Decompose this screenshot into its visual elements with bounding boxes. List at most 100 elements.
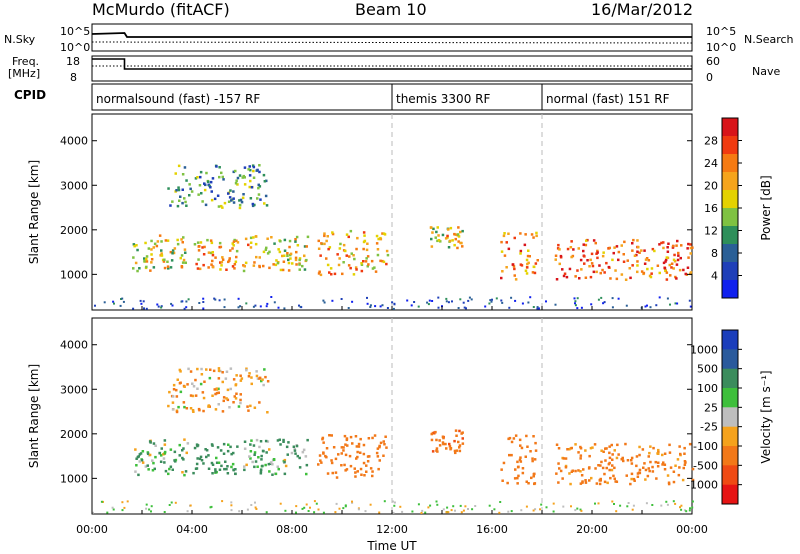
noise-cell — [145, 507, 148, 510]
scatter-cell — [611, 258, 614, 262]
scatter-cell — [160, 249, 163, 252]
scatter-cell — [675, 244, 678, 247]
scatter-cell — [171, 408, 175, 411]
scatter-cell — [592, 270, 596, 274]
scatter-cell — [305, 245, 308, 248]
scatter-cell — [322, 441, 325, 444]
scatter-cell — [385, 446, 388, 449]
scatter-cell — [568, 472, 571, 475]
scatter-cell — [612, 251, 615, 255]
scatter-cell — [257, 193, 261, 196]
scatter-cell — [362, 231, 366, 234]
scatter-cell — [225, 467, 228, 471]
scatter-cell — [248, 165, 251, 168]
scatter-cell — [304, 455, 308, 458]
scatter-cell — [172, 388, 176, 391]
scatter-cell — [228, 196, 232, 199]
scatter-cell — [239, 393, 242, 396]
scatter-cell — [663, 452, 667, 455]
scatter-cell — [686, 266, 690, 269]
scatter-cell — [171, 249, 175, 252]
scatter-cell — [283, 460, 286, 464]
scatter-cell — [294, 240, 297, 243]
noise-cell — [554, 303, 557, 306]
noise-cell — [520, 509, 523, 512]
scatter-cell — [557, 447, 561, 450]
scatter-cell — [264, 248, 268, 251]
scatter-cell — [663, 468, 667, 471]
scatter-cell — [233, 263, 237, 266]
scatter-cell — [437, 239, 441, 242]
scatter-cell — [321, 437, 324, 441]
noise-cell — [435, 500, 438, 503]
scatter-cell — [163, 439, 167, 442]
scatter-cell — [568, 448, 571, 451]
scatter-cell — [598, 478, 602, 482]
noise-cell — [266, 302, 269, 305]
scatter-cell — [255, 255, 258, 259]
y-tick-label: 4000 — [60, 339, 88, 352]
scatter-cell — [189, 394, 193, 397]
scatter-cell — [269, 462, 272, 465]
power-colorbar-tick-label: 28 — [704, 135, 718, 148]
scatter-cell — [284, 464, 288, 468]
noise-cell — [223, 298, 226, 301]
noise-cell — [493, 508, 496, 511]
scatter-cell — [673, 260, 677, 263]
scatter-cell — [243, 183, 247, 186]
scatter-cell — [185, 451, 188, 455]
scatter-cell — [159, 460, 163, 463]
scatter-cell — [449, 226, 453, 230]
scatter-cell — [456, 246, 459, 250]
scatter-cell — [247, 168, 250, 171]
scatter-cell — [342, 261, 345, 264]
scatter-cell — [253, 261, 256, 264]
scatter-cell — [624, 278, 628, 281]
scatter-cell — [344, 249, 347, 253]
scatter-cell — [163, 450, 167, 454]
scatter-cell — [658, 271, 661, 275]
scatter-cell — [523, 243, 527, 247]
noise-cell — [254, 506, 257, 509]
noise-cell — [615, 510, 618, 513]
noise-cell — [299, 305, 302, 308]
scatter-cell — [579, 445, 582, 449]
noise-cell — [347, 307, 350, 309]
scatter-cell — [287, 441, 290, 444]
scatter-cell — [216, 446, 220, 449]
scatter-cell — [246, 405, 249, 408]
noise-cell — [351, 300, 354, 303]
scatter-cell — [574, 275, 577, 278]
scatter-cell — [298, 268, 301, 271]
scatter-cell — [565, 275, 569, 279]
scatter-cell — [562, 457, 565, 460]
x-tick-label: 00:00 — [676, 523, 708, 536]
noise-cell — [454, 509, 456, 512]
scatter-cell — [362, 443, 366, 447]
scatter-cell — [366, 242, 369, 245]
scatter-cell — [670, 266, 673, 269]
velocity-colorbar-swatch — [722, 484, 738, 505]
scatter-cell — [258, 170, 261, 174]
scatter-cell — [345, 468, 349, 471]
scatter-cell — [251, 460, 254, 464]
scatter-cell — [257, 186, 260, 190]
scatter-cell — [638, 453, 641, 457]
scatter-cell — [570, 240, 573, 243]
scatter-cell — [377, 237, 380, 241]
scatter-cell — [226, 472, 230, 475]
scatter-cell — [633, 479, 636, 482]
scatter-cell — [237, 405, 241, 408]
scatter-cell — [262, 173, 266, 177]
scatter-cell — [224, 377, 228, 380]
y-tick-label: 2000 — [60, 428, 88, 441]
scatter-cell — [221, 410, 225, 413]
scatter-cell — [262, 449, 265, 453]
scatter-cell — [647, 259, 651, 262]
scatter-cell — [601, 466, 605, 470]
scatter-cell — [448, 445, 452, 448]
scatter-cell — [647, 467, 650, 470]
scatter-cell — [591, 264, 595, 268]
noise-cell — [508, 306, 511, 309]
scatter-cell — [175, 388, 178, 392]
